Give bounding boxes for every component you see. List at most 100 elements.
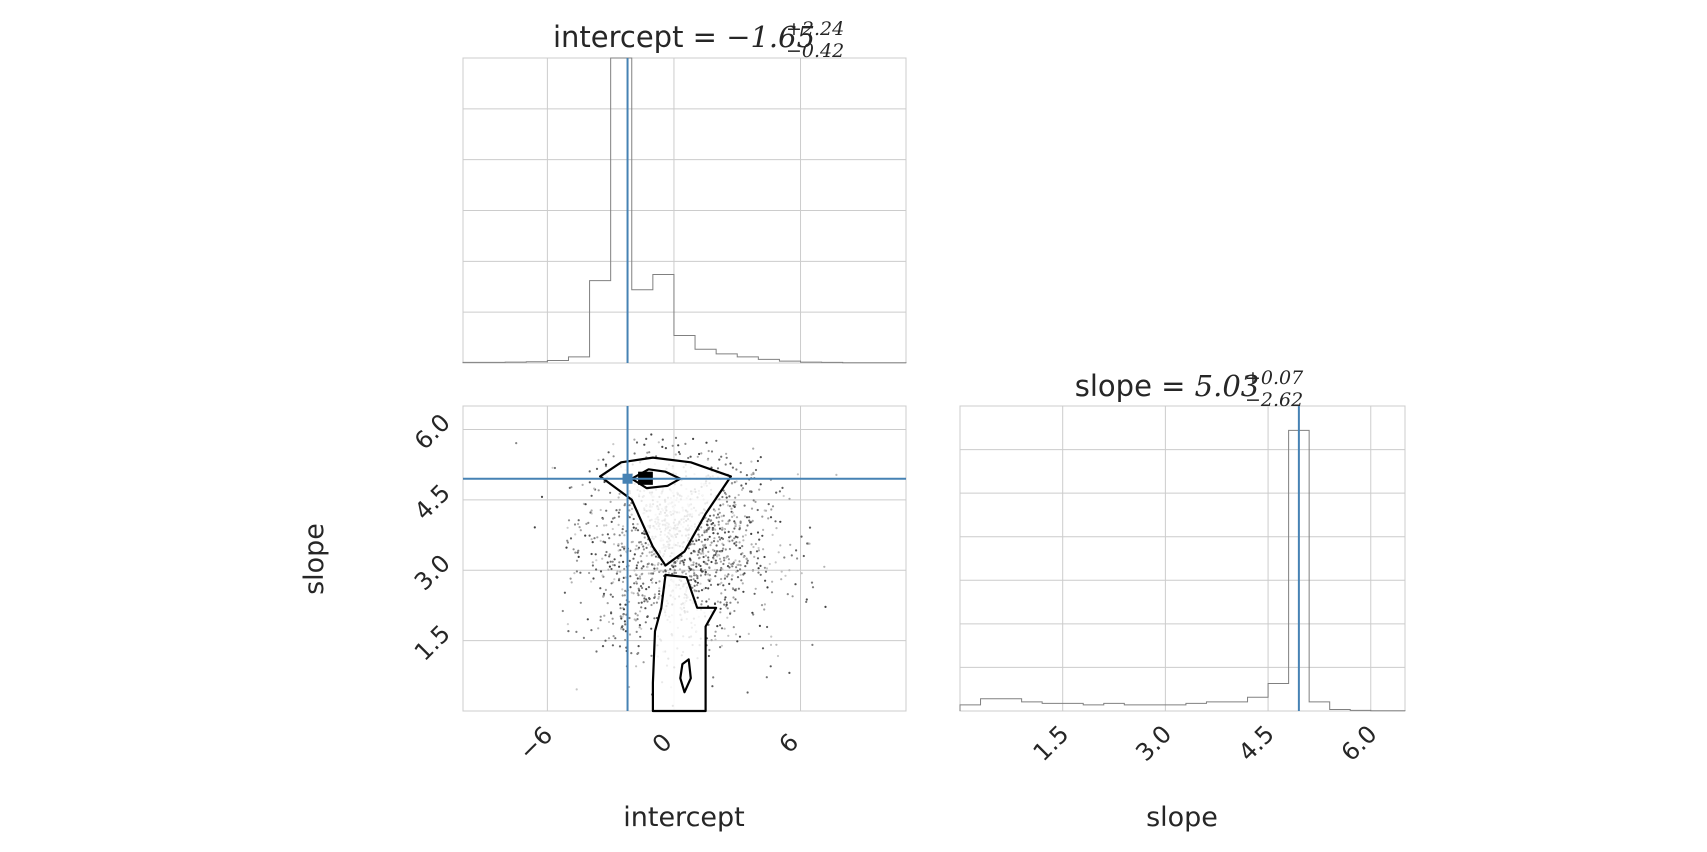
sample-point [595, 559, 598, 562]
sample-point [702, 560, 705, 564]
sample-point [748, 516, 751, 519]
sample-point [700, 589, 704, 592]
sample-point [584, 503, 587, 506]
sample-point [632, 592, 635, 595]
sample-point [723, 627, 726, 630]
sample-point [588, 481, 591, 484]
sample-point [635, 564, 639, 567]
sample-point [720, 581, 723, 584]
sample-point [601, 517, 605, 520]
sample-point [723, 598, 727, 601]
sample-point [634, 619, 638, 622]
sample-point [621, 531, 624, 534]
sample-point [634, 612, 637, 615]
sample-point [762, 528, 765, 532]
sample-point [563, 591, 567, 594]
sample-point [736, 563, 739, 567]
sample-point [696, 577, 699, 580]
sample-point [726, 555, 729, 558]
sample-point [739, 546, 742, 550]
sample-point [722, 562, 725, 566]
sample-point [710, 519, 713, 522]
sample-point [684, 442, 687, 445]
sample-point [727, 520, 730, 523]
sample-point [674, 565, 677, 568]
xlabel-slope: slope [1146, 802, 1218, 833]
sample-point [698, 535, 701, 538]
sample-point [701, 570, 704, 573]
sample-point [794, 583, 797, 586]
grid-hist-slope [960, 406, 1405, 711]
sample-point [623, 567, 626, 571]
sample-point [590, 509, 593, 512]
sample-point [642, 582, 645, 585]
sample-point [671, 572, 674, 575]
sample-point [791, 595, 794, 598]
sample-point [594, 553, 597, 556]
sample-point [770, 635, 773, 638]
sample-point [715, 516, 718, 519]
sample-point [732, 561, 736, 564]
sample-point [731, 511, 734, 514]
sample-point [540, 495, 544, 498]
sample-point [786, 593, 789, 596]
sample-point [615, 509, 618, 512]
sample-point [757, 571, 760, 574]
sample-point [715, 550, 718, 553]
sample-point [743, 504, 746, 507]
sample-point [590, 629, 593, 632]
sample-point [670, 564, 674, 567]
sample-point [619, 615, 622, 618]
sample-point [637, 561, 640, 564]
sample-point [609, 560, 612, 563]
sample-point [675, 559, 679, 563]
sample-point [742, 555, 745, 559]
sample-point [711, 528, 714, 531]
xtick-slope: 3.0 [1130, 720, 1177, 767]
sample-point [708, 535, 711, 538]
title-intercept-upper: +2.24 [786, 18, 844, 40]
sample-point [632, 526, 635, 529]
sample-point [783, 556, 786, 559]
sample-point [712, 532, 715, 535]
sample-point [733, 542, 736, 545]
sample-point [734, 559, 737, 562]
sample-point [553, 466, 557, 470]
sample-point [811, 586, 815, 589]
contour-line [598, 456, 733, 567]
sample-point [645, 588, 648, 591]
sample-point [751, 569, 755, 572]
sample-point [733, 520, 736, 523]
sample-point [753, 555, 756, 559]
sample-point [717, 553, 720, 556]
sample-point [741, 545, 744, 548]
sample-point [704, 516, 707, 519]
sample-point [569, 537, 573, 540]
title-slope-upper: +0.07 [1245, 367, 1304, 389]
sample-point [640, 560, 643, 563]
sample-point [777, 551, 780, 554]
sample-point [623, 545, 626, 549]
sample-point [621, 580, 625, 584]
sample-point [718, 557, 722, 561]
sample-point [687, 547, 690, 550]
sample-point [768, 562, 771, 566]
sample-point [612, 443, 615, 446]
sample-point [706, 458, 710, 461]
sample-point [750, 460, 753, 463]
sample-point [681, 559, 684, 562]
sample-point [608, 537, 611, 540]
sample-point [699, 564, 702, 568]
sample-point [756, 508, 759, 512]
sample-point [800, 535, 803, 538]
sample-point [617, 523, 620, 527]
sample-point [609, 593, 612, 596]
sample-point [622, 525, 625, 528]
sample-point [662, 570, 665, 573]
sample-point [690, 543, 693, 546]
sample-point [611, 617, 614, 620]
sample-point [711, 526, 714, 530]
sample-point [733, 527, 736, 530]
sample-point [719, 504, 722, 507]
sample-point [674, 436, 678, 439]
